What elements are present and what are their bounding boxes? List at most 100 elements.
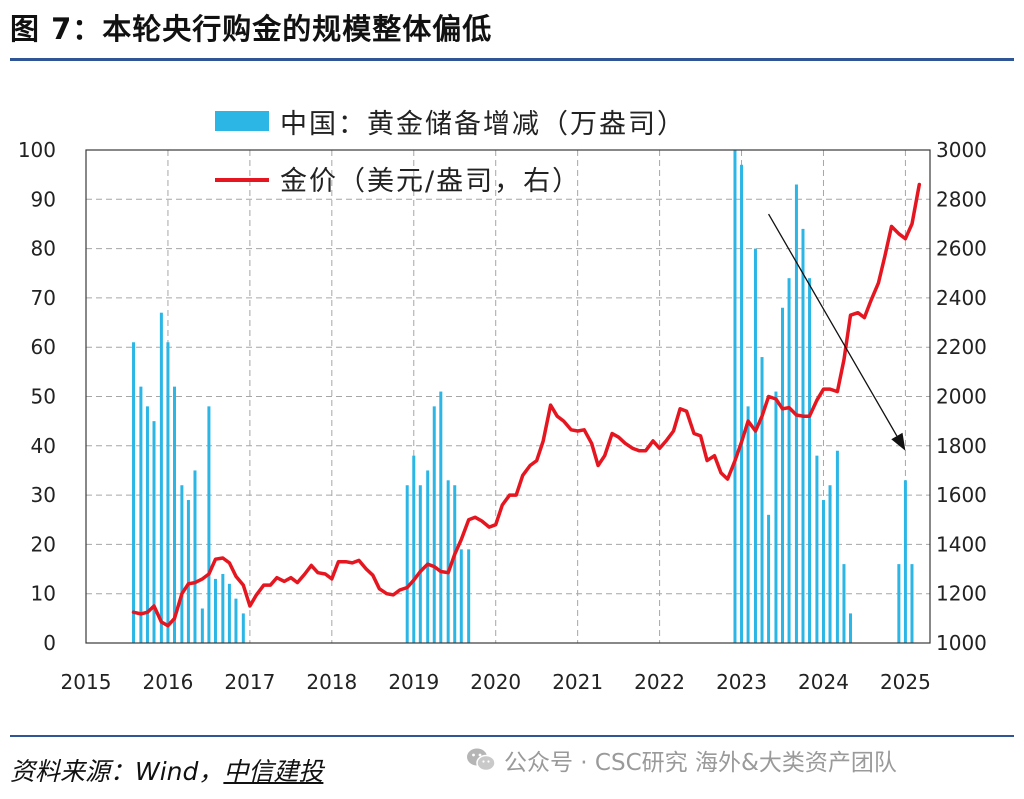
bar xyxy=(186,500,190,643)
bar xyxy=(746,406,750,643)
x-tick-label: 2025 xyxy=(880,670,931,694)
y-right-tick-label: 1600 xyxy=(936,483,987,507)
bar xyxy=(459,549,463,643)
bar xyxy=(221,573,225,643)
bar xyxy=(213,578,217,643)
y-left-tick-label: 10 xyxy=(31,582,56,606)
bar xyxy=(753,248,757,643)
y-right-tick-label: 1400 xyxy=(936,532,987,556)
y-right-tick-label: 2600 xyxy=(936,237,987,261)
y-right-tick-label: 1800 xyxy=(936,434,987,458)
x-axis-ticks: 2015 2016 2017 2018 2019 2020 2021 2022 2023 2024… xyxy=(61,670,931,694)
bar xyxy=(132,342,136,643)
bar xyxy=(172,386,176,643)
bar xyxy=(405,485,409,643)
bar xyxy=(903,480,907,643)
y-left-tick-label: 90 xyxy=(31,187,56,211)
source-prefix: 资料来源：Wind， xyxy=(10,757,224,786)
x-tick-label: 2019 xyxy=(388,670,439,694)
y-left-tick-label: 80 xyxy=(31,237,56,261)
gold-price-line xyxy=(131,182,922,628)
legend-bar-swatch xyxy=(215,111,269,131)
watermark: 公众号 · CSC研究 海外&大类资产团队 xyxy=(466,743,897,777)
bar xyxy=(193,470,197,643)
bar xyxy=(787,278,791,643)
y-right-tick-label: 2400 xyxy=(936,286,987,310)
x-tick-label: 2018 xyxy=(306,670,357,694)
bar xyxy=(467,549,471,643)
y-left-tick-label: 70 xyxy=(31,286,56,310)
bar xyxy=(418,485,422,643)
wechat-icon xyxy=(467,748,496,772)
bar xyxy=(432,406,436,643)
bar xyxy=(207,406,211,643)
x-tick-label: 2015 xyxy=(61,670,112,694)
x-tick-label: 2023 xyxy=(716,670,767,694)
footer-rule xyxy=(10,735,1014,737)
bar xyxy=(781,307,785,643)
bar xyxy=(200,608,204,643)
left-axis-ticks: 0 10 20 30 40 50 60 70 80 90 100 xyxy=(18,138,56,655)
y-left-tick-label: 0 xyxy=(43,631,56,655)
bar xyxy=(453,485,457,643)
figure-title: 图 7：本轮央行购金的规模整体偏低 xyxy=(10,12,493,46)
bar xyxy=(145,406,149,643)
y-left-tick-label: 20 xyxy=(31,532,56,556)
bar xyxy=(234,598,238,643)
legend: 中国：黄金储备增减（万盎司） 金价（美元/盎司，右） xyxy=(215,109,686,197)
y-left-tick-label: 60 xyxy=(31,335,56,359)
y-right-tick-label: 1200 xyxy=(936,582,987,606)
watermark-text: 公众号 · CSC研究 海外&大类资产团队 xyxy=(504,750,897,776)
bar xyxy=(821,500,825,643)
bar xyxy=(842,564,846,643)
title-rule xyxy=(10,58,1014,61)
source-note: 资料来源：Wind，中信建投 xyxy=(10,752,323,788)
bar xyxy=(166,342,170,643)
arrow-head xyxy=(891,432,906,451)
source-broker: 中信建投 xyxy=(223,757,324,786)
bar xyxy=(241,613,245,643)
bar xyxy=(733,150,737,643)
bar xyxy=(159,312,163,643)
y-right-tick-label: 2000 xyxy=(936,385,987,409)
legend-line-label: 金价（美元/盎司，右） xyxy=(280,166,581,197)
right-axis-ticks: 1000 1200 1400 1600 1800 2000 2200 2400 2600 2800… xyxy=(936,138,987,655)
plot-frame xyxy=(85,149,931,644)
bar xyxy=(808,278,812,643)
bar xyxy=(801,228,805,643)
y-right-tick-label: 2200 xyxy=(936,335,987,359)
bar xyxy=(139,386,143,643)
bar xyxy=(180,485,184,643)
bar xyxy=(412,455,416,643)
x-tick-label: 2017 xyxy=(224,670,275,694)
bar xyxy=(446,480,450,643)
bar xyxy=(740,164,744,644)
legend-bar-label: 中国：黄金储备增减（万盎司） xyxy=(280,109,686,140)
y-left-tick-label: 40 xyxy=(31,434,56,458)
y-left-tick-label: 30 xyxy=(31,483,56,507)
arrow-shaft xyxy=(768,213,898,437)
bar xyxy=(227,583,231,643)
bar xyxy=(910,564,914,643)
bar xyxy=(815,455,819,643)
bar xyxy=(835,450,839,643)
bar-series xyxy=(132,150,914,644)
bar xyxy=(774,391,778,643)
y-right-tick-label: 3000 xyxy=(936,138,987,162)
y-right-tick-label: 1000 xyxy=(936,631,987,655)
plot-border xyxy=(85,149,931,644)
trend-arrow-annotation xyxy=(768,213,906,451)
bar xyxy=(897,564,901,643)
x-tick-label: 2016 xyxy=(142,670,193,694)
x-tick-label: 2020 xyxy=(470,670,521,694)
y-left-tick-label: 50 xyxy=(31,385,56,409)
gold-price-line-group xyxy=(131,182,922,628)
y-right-tick-label: 2800 xyxy=(936,187,987,211)
bar xyxy=(439,391,443,643)
x-tick-label: 2024 xyxy=(798,670,849,694)
bar xyxy=(152,421,156,643)
x-tick-label: 2022 xyxy=(634,670,685,694)
bar xyxy=(760,357,764,643)
bar xyxy=(828,485,832,643)
